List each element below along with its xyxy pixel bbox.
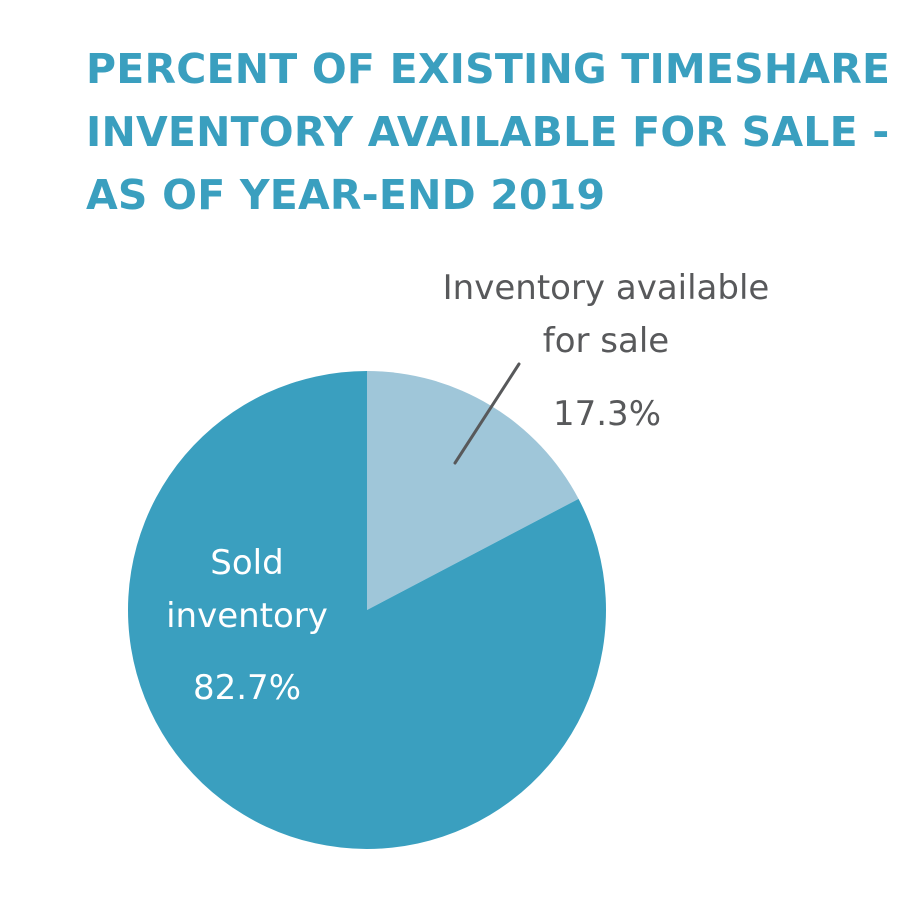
pie-slice-available: [367, 371, 579, 610]
chart-title-line-3: AS OF YEAR-END 2019: [86, 171, 606, 219]
slice-label-available-line-1: Inventory available: [443, 268, 770, 308]
slice-value-sold: 82.7%: [193, 668, 301, 708]
slice-value-available: 17.3%: [553, 394, 661, 434]
leader-line-available: [453, 362, 521, 465]
chart-title: PERCENT OF EXISTING TIMESHARE INVENTORY …: [86, 38, 891, 227]
slice-label-available-line-2: for sale: [543, 321, 669, 361]
slice-label-sold-line-1: Sold: [210, 543, 283, 583]
chart-title-line-1: PERCENT OF EXISTING TIMESHARE: [86, 45, 891, 93]
slice-label-sold-line-2: inventory: [166, 596, 328, 636]
chart-title-line-2: INVENTORY AVAILABLE FOR SALE -: [86, 108, 890, 156]
pie-slices: [127, 371, 606, 850]
pie-slice-sold: [127, 371, 606, 850]
